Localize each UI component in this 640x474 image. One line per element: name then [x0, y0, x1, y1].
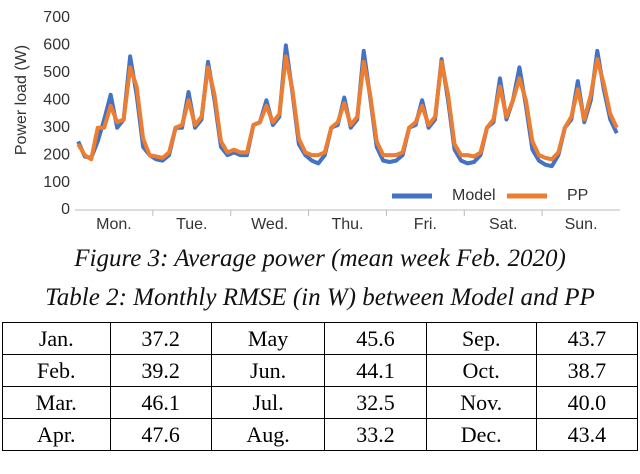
legend-label: PP — [567, 187, 588, 204]
table-cell: 43.7 — [535, 322, 639, 355]
table-cell: 47.6 — [109, 418, 212, 451]
table-cell: Aug. — [210, 418, 326, 451]
table-cell: Sep. — [425, 322, 537, 355]
table-cell: 32.5 — [324, 386, 427, 419]
table-row: Mar. 46.1 Jul. 32.5 Nov. 40.0 — [2, 386, 639, 419]
x-tick-label: Thu. — [331, 216, 363, 233]
table-cell: 38.7 — [535, 354, 639, 387]
x-tick-label: Mon. — [96, 216, 132, 233]
y-tick-label: 400 — [43, 92, 70, 109]
table-cell: Dec. — [425, 418, 537, 451]
x-tick-label: Sat. — [489, 216, 517, 233]
table-cell: Jun. — [210, 354, 326, 387]
legend-label: Model — [452, 187, 496, 204]
table-cell: Jan. — [2, 322, 111, 355]
table-row: Feb. 39.2 Jun. 44.1 Oct. 38.7 — [2, 354, 639, 387]
y-axis-label: Power load (W) — [13, 45, 30, 155]
y-tick-label: 600 — [43, 37, 70, 54]
figure-caption: Figure 3: Average power (mean week Feb. … — [74, 245, 566, 272]
table-cell: Mar. — [2, 386, 111, 419]
y-tick-label: 0 — [61, 201, 70, 218]
table-cell: Oct. — [425, 354, 537, 387]
x-tick-label: Sun. — [565, 216, 598, 233]
rmse-table: Jan. 37.2 May 45.6 Sep. 43.7 Feb. 39.2 Jun. 44.1 O… — [2, 322, 639, 451]
table-row: Apr. 47.6 Aug. 33.2 Dec. 43.4 — [2, 418, 639, 451]
table-cell: 44.1 — [324, 354, 427, 387]
table-cell: Apr. — [2, 418, 111, 451]
y-tick-label: 700 — [43, 9, 70, 26]
table-cell: Nov. — [425, 386, 537, 419]
table-cell: 46.1 — [109, 386, 212, 419]
x-tick-label: Fri. — [414, 216, 437, 233]
table-cell: May — [210, 322, 326, 355]
x-tick-label: Wed. — [251, 216, 288, 233]
table-cell: 45.6 — [324, 322, 427, 355]
table-cell: 37.2 — [109, 322, 212, 355]
table-cell: 39.2 — [109, 354, 212, 387]
chart: Power load (W) 0 100 200 300 400 500 600 700 Mon… — [13, 9, 620, 233]
table-cell: 33.2 — [324, 418, 427, 451]
table-cell: 40.0 — [535, 386, 639, 419]
x-tick-label: Tue. — [176, 216, 207, 233]
table-cell: Jul. — [210, 386, 326, 419]
table-caption: Table 2: Monthly RMSE (in W) between Mod… — [45, 284, 595, 311]
table-row: Jan. 37.2 May 45.6 Sep. 43.7 — [2, 322, 639, 355]
y-tick-label: 100 — [43, 174, 70, 191]
table-cell: 43.4 — [535, 418, 639, 451]
table-cell: Feb. — [2, 354, 111, 387]
y-tick-label: 300 — [43, 119, 70, 136]
y-tick-label: 200 — [43, 146, 70, 163]
series-line — [76, 54, 619, 162]
y-tick-label: 500 — [43, 64, 70, 81]
